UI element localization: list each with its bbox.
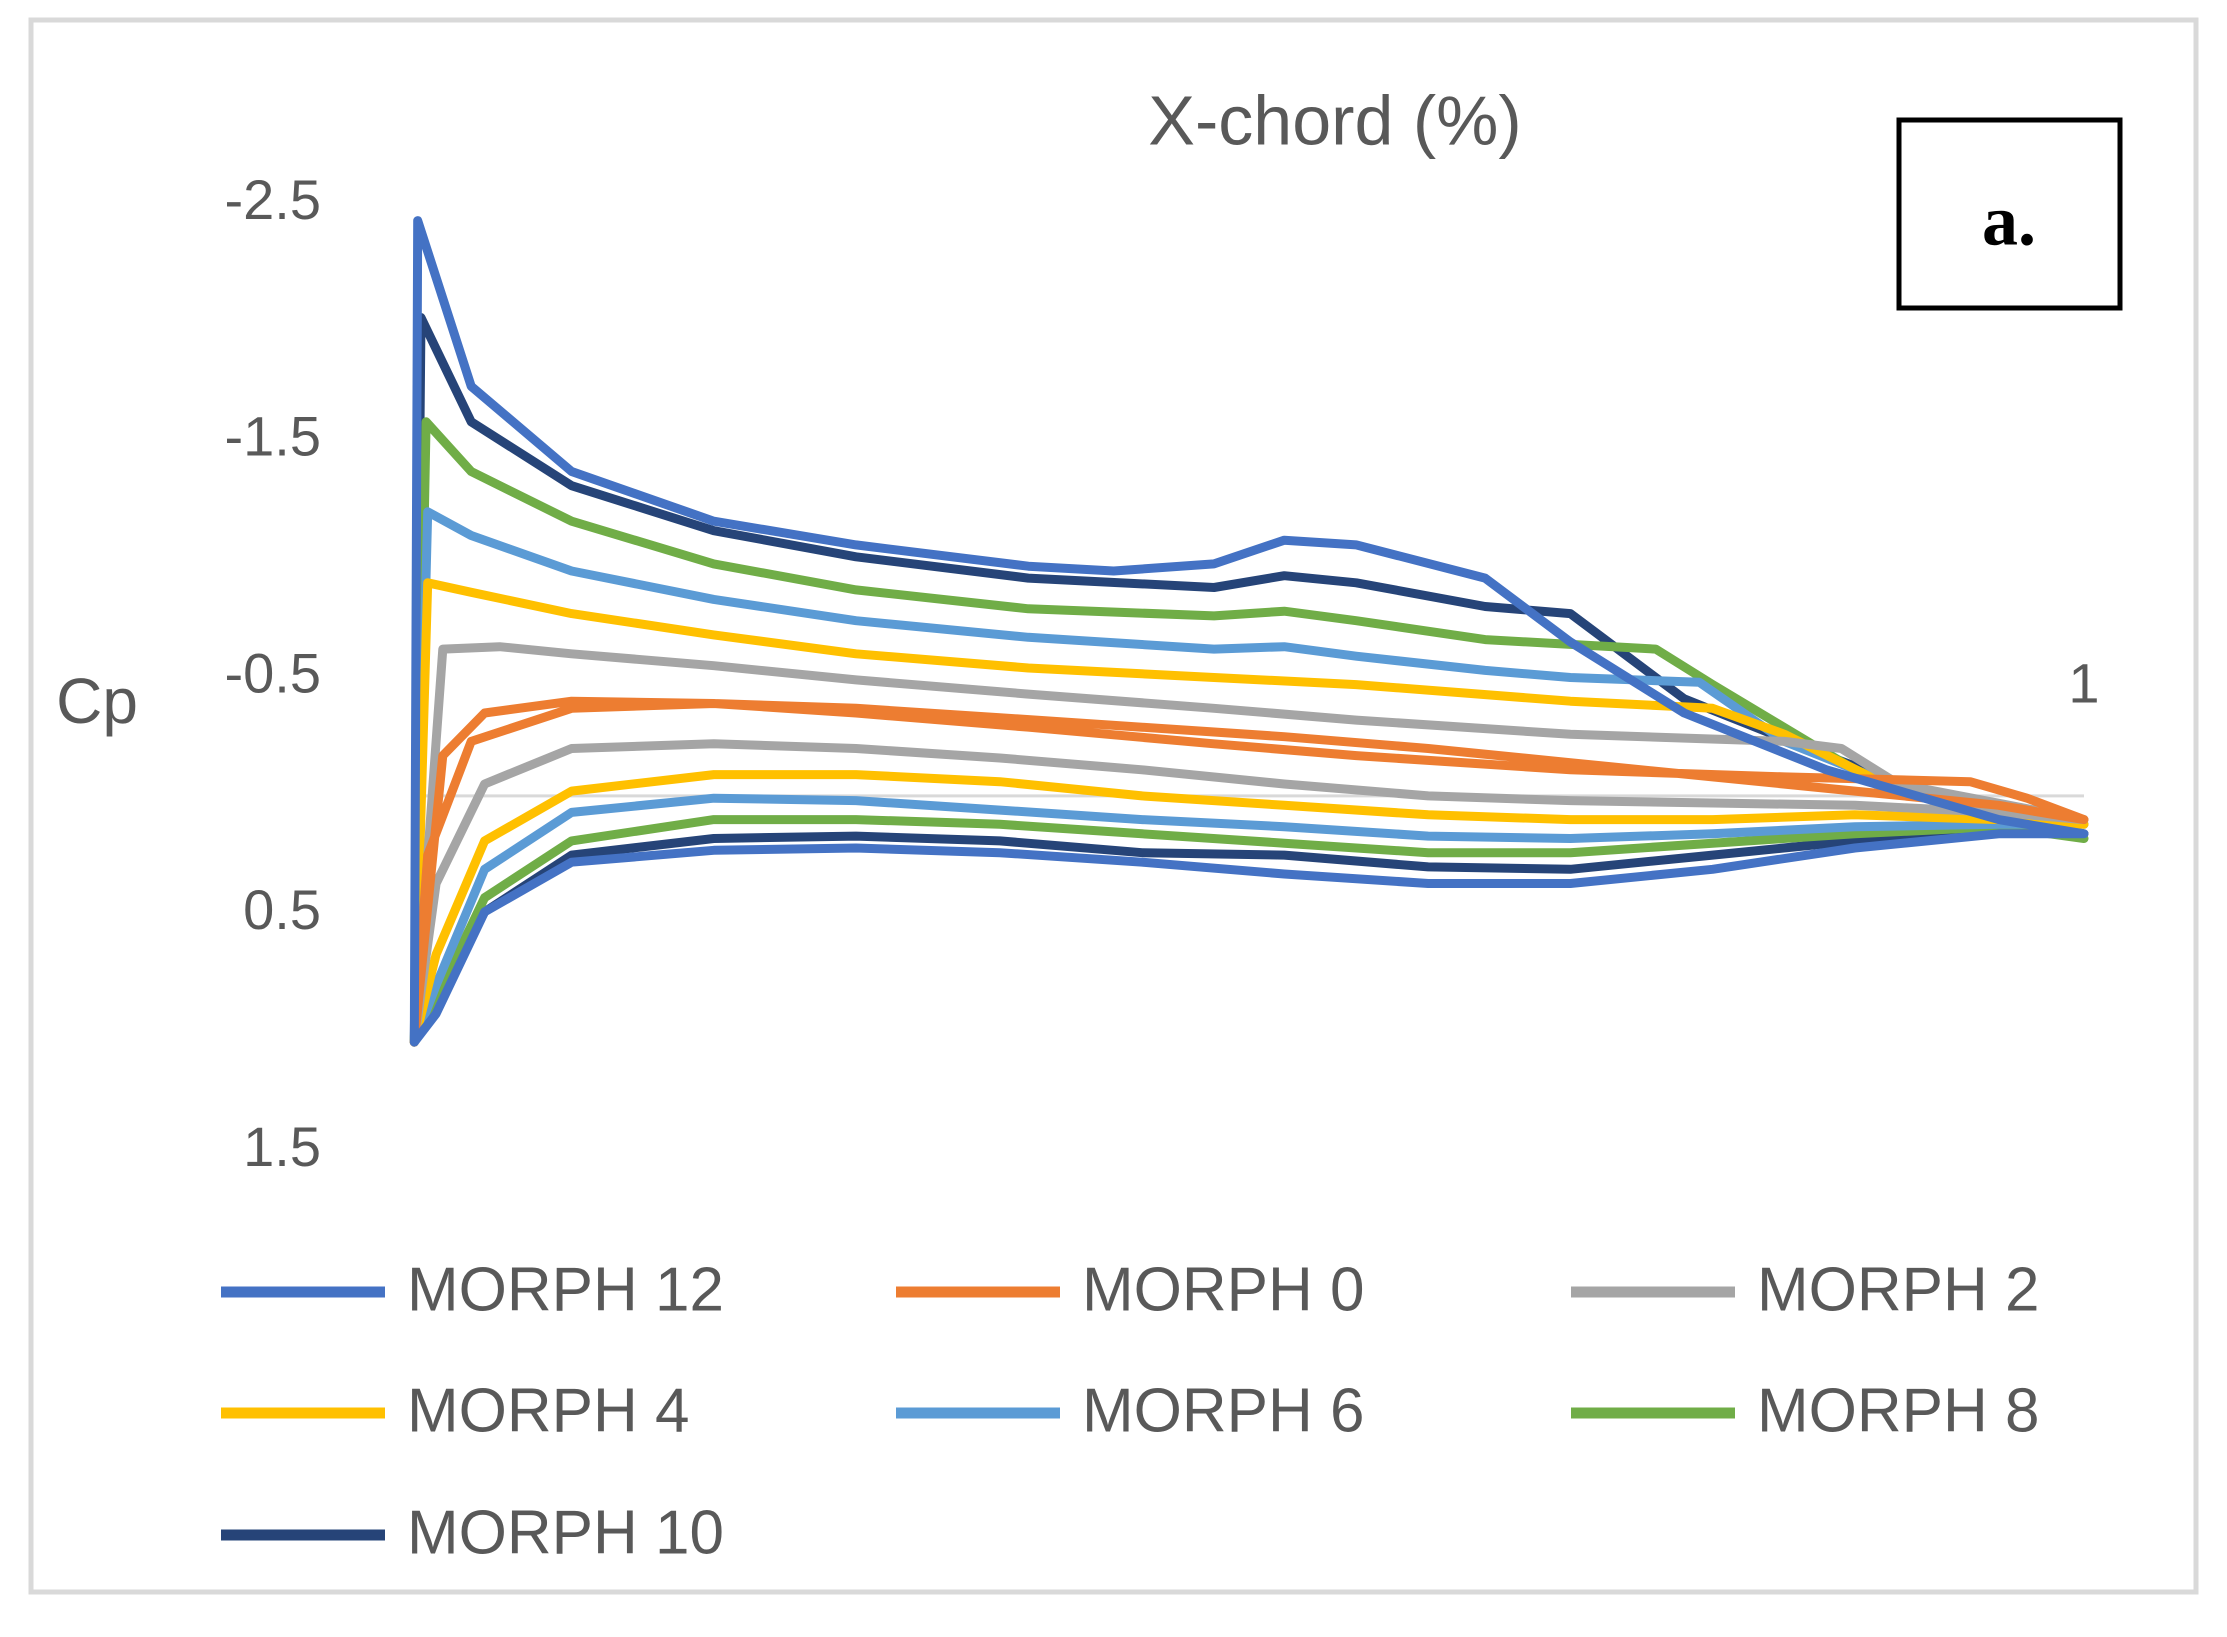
chart-title: X-chord (%) [1148, 81, 1521, 159]
x-tick-label: 1 [2068, 652, 2099, 715]
y-tick-label: 1.5 [243, 1115, 321, 1178]
y-tick-label: -0.5 [225, 641, 322, 704]
legend-label: MORPH 10 [407, 1498, 724, 1567]
legend-label: MORPH 0 [1082, 1255, 1364, 1324]
y-axis-label: Cp [56, 665, 138, 737]
legend-label: MORPH 8 [1757, 1376, 2039, 1445]
series-line [409, 696, 2089, 1047]
y-tick-label: 0.5 [243, 878, 321, 941]
legend-label: MORPH 6 [1082, 1376, 1364, 1445]
y-tick-label: -1.5 [225, 405, 322, 468]
y-tick-label: -2.5 [225, 168, 322, 231]
legend-label: MORPH 12 [407, 1255, 724, 1324]
legend-label: MORPH 4 [407, 1376, 689, 1445]
legend-label: MORPH 2 [1757, 1255, 2039, 1324]
series-line [409, 578, 2089, 1047]
annotation-box [1896, 117, 2123, 311]
annotation: a. [1982, 181, 2036, 261]
series-line [409, 216, 2089, 1047]
